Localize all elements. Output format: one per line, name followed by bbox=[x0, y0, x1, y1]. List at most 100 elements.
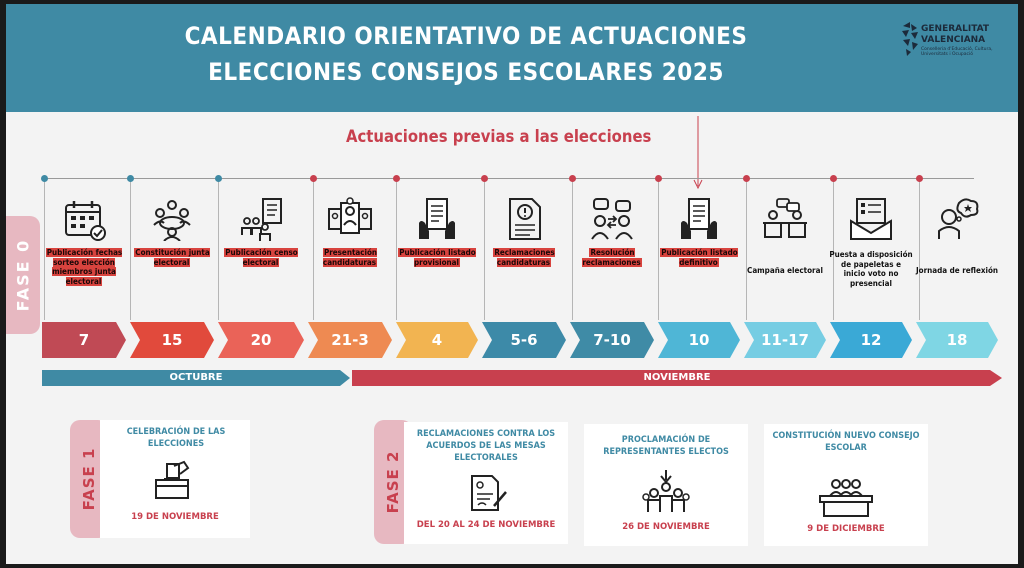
date-chevron: 21-3 bbox=[308, 322, 392, 358]
step-guide-line bbox=[919, 180, 920, 320]
step-date: 7-10 bbox=[593, 331, 631, 349]
fase2-box-reclamaciones: RECLAMACIONES CONTRA LOS ACUERDOS DE LAS… bbox=[404, 422, 568, 544]
document-hands-icon bbox=[419, 198, 455, 239]
step-guide-line bbox=[44, 180, 45, 320]
fase0-tab: FASE 0 bbox=[6, 216, 40, 334]
date-chevron: 20 bbox=[218, 322, 304, 358]
fase1-date: 19 DE NOVIEMBRE bbox=[131, 512, 219, 522]
fase2-box3-title: CONSTITUCIÓN NUEVO CONSEJO ESCOLAR bbox=[772, 431, 920, 453]
campaign-icon bbox=[763, 198, 807, 238]
timeline-dot bbox=[310, 175, 317, 182]
month-label-october: OCTUBRE bbox=[169, 372, 223, 383]
step-label: Publicación fechas sorteo elección miemb… bbox=[42, 248, 126, 286]
meeting-icon bbox=[153, 200, 191, 241]
step-label-text: Publicación censo electoral bbox=[224, 248, 298, 267]
month-label-november: NOVIEMBRE bbox=[643, 372, 711, 383]
fase2-box2-date: 26 DE NOVIEMBRE bbox=[622, 522, 710, 532]
step-date: 20 bbox=[250, 331, 272, 349]
date-chevron: 5-6 bbox=[482, 322, 566, 358]
fase2-box2-title: PROCLAMACIÓN DE REPRESENTANTES ELECTOS bbox=[603, 435, 729, 457]
step-guide-line bbox=[218, 180, 219, 320]
step-guide-line bbox=[313, 180, 314, 320]
step-label: Publicación listado definitivo bbox=[657, 248, 741, 267]
candidates-icon bbox=[328, 197, 372, 234]
fase2-box3-date: 9 DE DICIEMBRE bbox=[807, 524, 885, 534]
step-label-text: Presentación candidaturas bbox=[322, 248, 378, 267]
step-guide-line bbox=[396, 180, 397, 320]
timeline-dot bbox=[215, 175, 222, 182]
step-guide-line bbox=[658, 180, 659, 320]
timeline-dot bbox=[830, 175, 837, 182]
section-subtitle: Actuaciones previas a las elecciones bbox=[346, 127, 652, 146]
step-label: Constitución junta electoral bbox=[130, 248, 214, 267]
date-chevron: 10 bbox=[658, 322, 740, 358]
month-bar-october: OCTUBRE bbox=[42, 370, 350, 386]
step-label: Resolución reclamaciones bbox=[570, 248, 654, 267]
ballot-icon bbox=[850, 198, 892, 240]
step-label: Publicación censo electoral bbox=[219, 248, 303, 267]
step-label: Campaña electoral bbox=[743, 266, 827, 276]
step-date: 5-6 bbox=[510, 331, 538, 349]
step-date: 12 bbox=[860, 331, 882, 349]
header-banner: CALENDARIO ORIENTATIVO DE ACTUACIONES EL… bbox=[6, 4, 1018, 112]
timeline-dot bbox=[916, 175, 923, 182]
fase2-box-proclamacion: PROCLAMACIÓN DE REPRESENTANTES ELECTOS 2… bbox=[584, 424, 748, 546]
step-label-text: Publicación fechas sorteo elección miemb… bbox=[45, 248, 123, 286]
step-label-text: Campaña electoral bbox=[747, 266, 823, 275]
date-chevron: 4 bbox=[396, 322, 478, 358]
timeline-dot bbox=[41, 175, 48, 182]
step-date: 11-17 bbox=[761, 331, 809, 349]
generalitat-logo: GENERALITAT VALENCIANA Conselleria d'Edu… bbox=[899, 18, 1009, 68]
step-date: 15 bbox=[161, 331, 183, 349]
logo-text-line3: Conselleria d'Educació, Cultura, Univers… bbox=[921, 47, 993, 57]
step-label-text: Publicación listado definitivo bbox=[660, 248, 738, 267]
census-icon bbox=[241, 198, 282, 241]
document-hands-icon bbox=[681, 198, 717, 239]
date-chevron: 15 bbox=[130, 322, 214, 358]
step-date: 18 bbox=[946, 331, 968, 349]
fase2-label: FASE 2 bbox=[384, 450, 402, 514]
date-chevron: 18 bbox=[916, 322, 998, 358]
step-label-text: Puesta a disposición de papeletas e inic… bbox=[829, 250, 913, 288]
step-label: Publicación listado provisional bbox=[395, 248, 479, 267]
pointer-arrow-icon bbox=[693, 116, 703, 190]
step-label: Presentación candidaturas bbox=[308, 248, 392, 267]
fase2-box-constitucion: CONSTITUCIÓN NUEVO CONSEJO ESCOLAR 9 DE … bbox=[764, 424, 928, 546]
step-guide-line bbox=[833, 180, 834, 320]
fase1-box: CELEBRACIÓN DE LAS ELECCIONES 19 DE NOVI… bbox=[100, 420, 250, 538]
fase0-label: FASE 0 bbox=[13, 238, 33, 312]
generalitat-emblem-icon bbox=[902, 22, 918, 56]
infographic-page: CALENDARIO ORIENTATIVO DE ACTUACIONES EL… bbox=[6, 4, 1018, 564]
fase2-box1-title: RECLAMACIONES CONTRA LOS ACUERDOS DE LAS… bbox=[416, 429, 556, 463]
step-label-text: Reclamaciones candidaturas bbox=[493, 248, 555, 267]
step-label-text: Constitución junta electoral bbox=[134, 248, 210, 267]
date-chevron: 7-10 bbox=[570, 322, 654, 358]
timeline-dot bbox=[393, 175, 400, 182]
timeline-dot bbox=[743, 175, 750, 182]
fase1-label: FASE 1 bbox=[80, 447, 98, 511]
date-chevron: 11-17 bbox=[744, 322, 826, 358]
date-chevron: 7 bbox=[42, 322, 126, 358]
thinking-icon bbox=[938, 198, 979, 239]
step-label-text: Jornada de reflexión bbox=[915, 266, 999, 275]
step-date: 10 bbox=[688, 331, 710, 349]
step-label: Puesta a disposición de papeletas e inic… bbox=[829, 250, 913, 288]
date-chevron: 12 bbox=[830, 322, 912, 358]
step-label: Reclamaciones candidaturas bbox=[482, 248, 566, 267]
timeline-dot bbox=[127, 175, 134, 182]
step-date: 7 bbox=[78, 331, 90, 349]
fase1-title: CELEBRACIÓN DE LAS ELECCIONES bbox=[126, 427, 226, 449]
step-date: 21-3 bbox=[331, 331, 369, 349]
timeline-dot bbox=[481, 175, 488, 182]
step-guide-line bbox=[746, 180, 747, 320]
signed-document-icon bbox=[471, 475, 507, 511]
step-guide-line bbox=[484, 180, 485, 320]
step-label: Jornada de reflexión bbox=[915, 266, 999, 276]
timeline-dot bbox=[569, 175, 576, 182]
page-title-line1: CALENDARIO ORIENTATIVO DE ACTUACIONES bbox=[184, 22, 748, 50]
step-guide-line bbox=[130, 180, 131, 320]
step-guide-line bbox=[572, 180, 573, 320]
month-bar-november: NOVIEMBRE bbox=[352, 370, 1002, 386]
fase2-box1-date: DEL 20 AL 24 DE NOVIEMBRE bbox=[416, 520, 556, 530]
logo-text-line2: VALENCIANA bbox=[921, 35, 986, 45]
